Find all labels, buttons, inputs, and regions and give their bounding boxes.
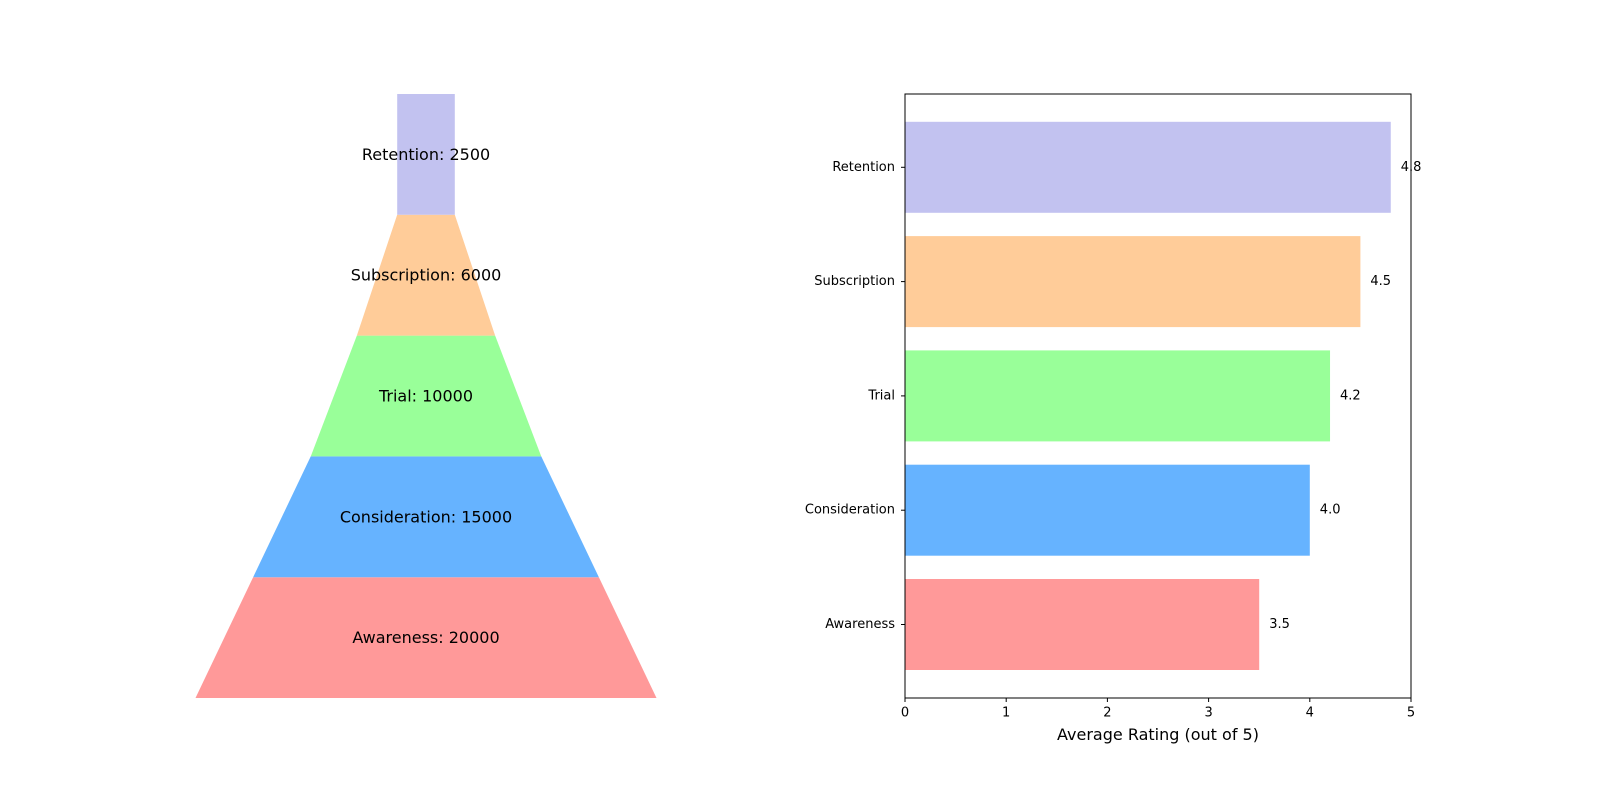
funnel-stage-subscription — [356, 214, 496, 336]
y-tick-label-consideration: Consideration — [805, 503, 895, 518]
bar-consideration — [905, 464, 1310, 556]
bar-awareness — [905, 579, 1260, 670]
funnel-label-awareness: Awareness: 20000 — [352, 628, 499, 647]
y-tick-label-awareness: Awareness — [825, 617, 895, 632]
y-axis: Awareness Consideration Trial Subscription R… — [805, 160, 905, 632]
value-label-consideration: 4.0 — [1320, 503, 1341, 518]
funnel-label-retention: Retention: 2500 — [362, 145, 490, 164]
x-tick-label-3: 3 — [1204, 706, 1212, 721]
funnel-label-trial: Trial: 10000 — [378, 387, 473, 406]
y-tick-label-retention: Retention — [832, 160, 895, 175]
x-tick-label-4: 4 — [1306, 706, 1314, 721]
x-tick-label-2: 2 — [1103, 706, 1111, 721]
bars-layer: 3.54.04.24.54.8 — [905, 121, 1421, 670]
bar-subscription — [905, 236, 1361, 328]
bar-trial — [905, 350, 1331, 442]
bar-retention — [905, 121, 1391, 213]
funnel-chart: Awareness: 20000 Consideration: 15000 Tria… — [195, 94, 657, 698]
x-axis: 0 1 2 3 4 5 — [901, 698, 1415, 721]
value-label-awareness: 3.5 — [1269, 617, 1290, 632]
value-label-trial: 4.2 — [1340, 388, 1361, 403]
funnel-label-subscription: Subscription: 6000 — [351, 266, 502, 285]
funnel-stage-consideration — [253, 456, 599, 578]
funnel-stage-awareness — [195, 577, 657, 698]
x-tick-label-1: 1 — [1002, 706, 1010, 721]
x-axis-title: Average Rating (out of 5) — [1057, 725, 1259, 744]
funnel-stage-retention — [397, 94, 455, 215]
x-tick-label-0: 0 — [901, 706, 909, 721]
y-tick-label-subscription: Subscription — [814, 274, 895, 289]
rating-bar-chart: 3.54.04.24.54.8 AwarenessConsiderationTr… — [805, 93, 1421, 744]
funnel-stage-trial — [310, 335, 542, 457]
y-tick-label-trial: Trial — [867, 388, 895, 403]
value-label-subscription: 4.5 — [1370, 274, 1391, 289]
x-tick-label-5: 5 — [1407, 706, 1415, 721]
funnel-label-consideration: Consideration: 15000 — [340, 507, 512, 526]
